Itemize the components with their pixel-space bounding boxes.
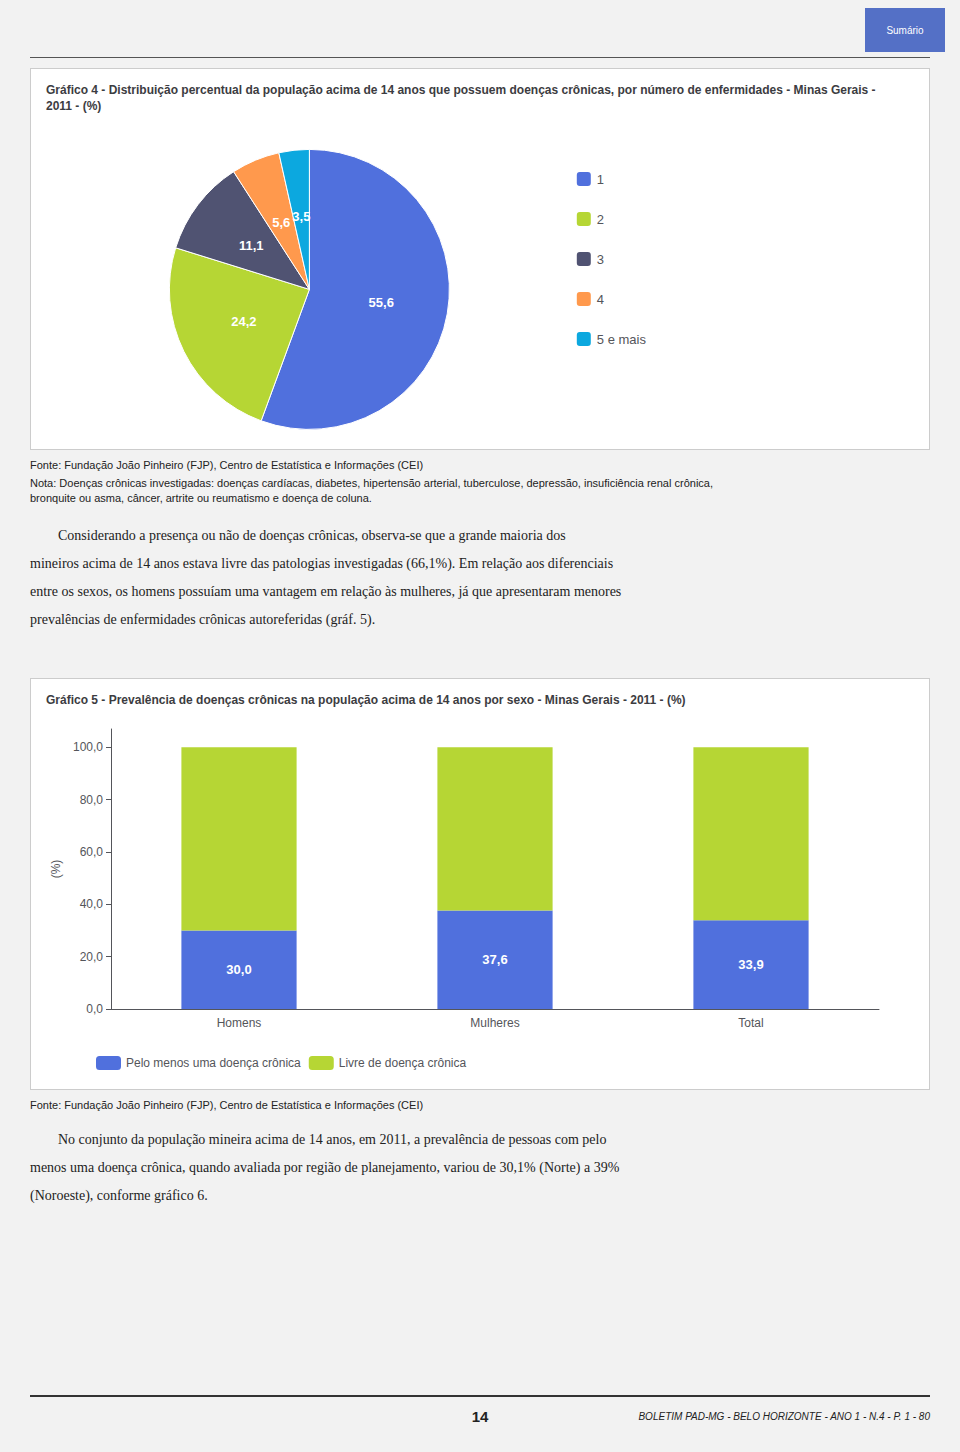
svg-text:2: 2 xyxy=(597,212,604,227)
svg-text:100,0: 100,0 xyxy=(73,740,103,754)
html-text:No conjunto da população minei: No conjunto da população mineira acima d… xyxy=(30,1132,620,1203)
svg-text:1: 1 xyxy=(597,172,604,187)
svg-text:Mulheres: Mulheres xyxy=(470,1016,519,1030)
svg-text:40,0: 40,0 xyxy=(80,897,104,911)
svg-text:Gráfico 4 - Distribuição perce: Gráfico 4 - Distribuição percentual da p… xyxy=(46,83,876,97)
svg-text:Gráfico 5 - Prevalência de doe: Gráfico 5 - Prevalência de doenças crôni… xyxy=(46,693,686,707)
svg-text:11,1: 11,1 xyxy=(239,238,264,253)
html-text:Fonte: Fundação João Pinheiro: Fonte: Fundação João Pinheiro (FJP), Cen… xyxy=(30,459,424,471)
svg-text:(%): (%) xyxy=(49,860,63,879)
svg-text:20,0: 20,0 xyxy=(80,950,104,964)
svg-text:Livre de doença crônica: Livre de doença crônica xyxy=(339,1056,467,1070)
svg-text:Homens: Homens xyxy=(217,1016,262,1030)
svg-text:3: 3 xyxy=(597,252,604,267)
svg-text:24,2: 24,2 xyxy=(231,314,256,329)
html-text:Sumário: Sumário xyxy=(886,24,924,36)
html-text:14: 14 xyxy=(471,1408,489,1425)
svg-text:80,0: 80,0 xyxy=(80,793,104,807)
svg-text:5,6: 5,6 xyxy=(272,215,290,230)
html-text:BOLETIM PAD-MG - BELO HORIZONT: BOLETIM PAD-MG - BELO HORIZONTE - ANO 1 … xyxy=(638,1411,930,1422)
svg-text:30,0: 30,0 xyxy=(226,962,251,977)
svg-text:5 e mais: 5 e mais xyxy=(597,332,647,347)
svg-text:33,9: 33,9 xyxy=(738,957,763,972)
svg-text:55,6: 55,6 xyxy=(369,295,394,310)
svg-text:Pelo menos uma doença crônica: Pelo menos uma doença crônica xyxy=(126,1056,301,1070)
html-text:Nota: Doenças crônicas investi: Nota: Doenças crônicas investigadas: doe… xyxy=(30,477,713,504)
html-text:Considerando a presença ou não: Considerando a presença ou não de doença… xyxy=(30,528,622,627)
svg-text:37,6: 37,6 xyxy=(482,952,507,967)
svg-text:0,0: 0,0 xyxy=(86,1002,103,1016)
svg-text:Total: Total xyxy=(738,1016,763,1030)
svg-text:60,0: 60,0 xyxy=(80,845,104,859)
svg-text:4: 4 xyxy=(597,292,604,307)
svg-text:2011 - (%): 2011 - (%) xyxy=(46,99,101,113)
html-text:Fonte: Fundação João Pinheiro: Fonte: Fundação João Pinheiro (FJP), Cen… xyxy=(30,1099,424,1111)
svg-text:3,5: 3,5 xyxy=(292,209,310,224)
